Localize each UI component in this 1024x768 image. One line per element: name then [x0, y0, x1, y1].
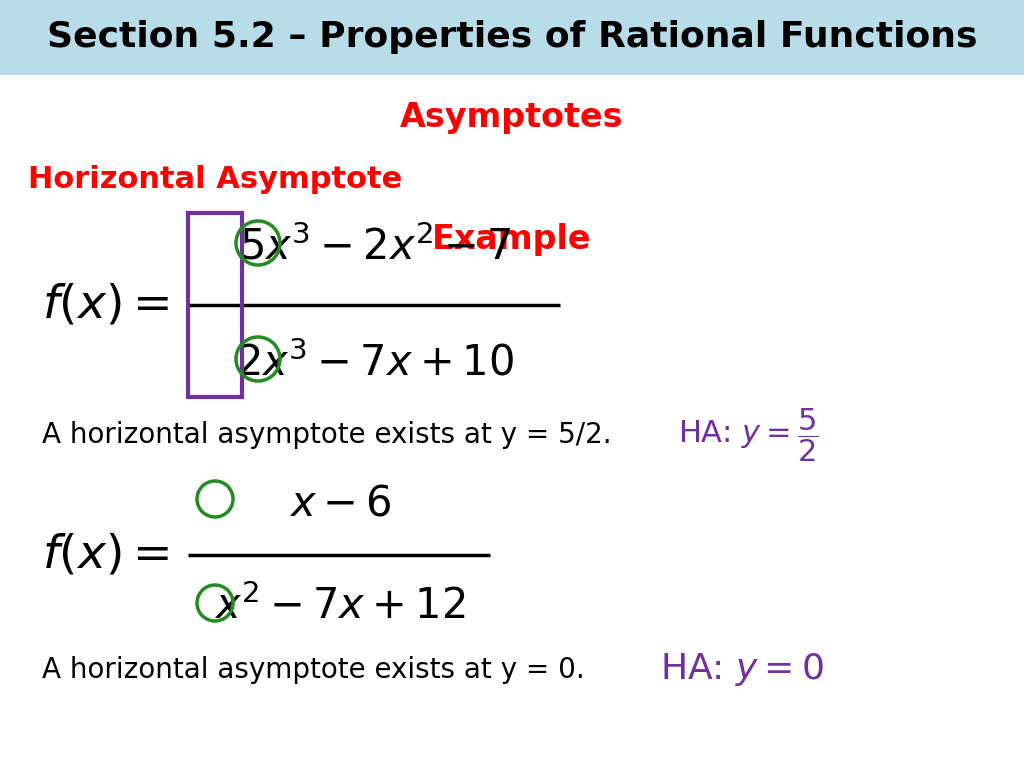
Text: $x - 6$: $x - 6$ — [289, 482, 391, 524]
Text: A horizontal asymptote exists at y = 5/2.: A horizontal asymptote exists at y = 5/2… — [42, 421, 611, 449]
Bar — [0, 0, 1024, 75]
Text: A horizontal asymptote exists at y = 0.: A horizontal asymptote exists at y = 0. — [42, 656, 585, 684]
Text: HA: $y = 0$: HA: $y = 0$ — [660, 651, 824, 688]
Text: Section 5.2 – Properties of Rational Functions: Section 5.2 – Properties of Rational Fun… — [47, 21, 977, 55]
Text: Asymptotes: Asymptotes — [400, 101, 624, 134]
Text: $2x^3 - 7x + 10$: $2x^3 - 7x + 10$ — [236, 342, 514, 384]
Bar — [188, 213, 242, 397]
Text: Example: Example — [432, 223, 592, 257]
Text: Horizontal Asymptote: Horizontal Asymptote — [28, 165, 402, 194]
Text: $f(x) =$: $f(x) =$ — [42, 532, 169, 578]
Text: $x^2 - 7x + 12$: $x^2 - 7x + 12$ — [214, 586, 466, 628]
Text: $f(x) =$: $f(x) =$ — [42, 283, 169, 328]
Text: HA: $y = \dfrac{5}{2}$: HA: $y = \dfrac{5}{2}$ — [678, 406, 818, 464]
Text: $5x^3 - 2x^2 - 7$: $5x^3 - 2x^2 - 7$ — [239, 226, 511, 268]
